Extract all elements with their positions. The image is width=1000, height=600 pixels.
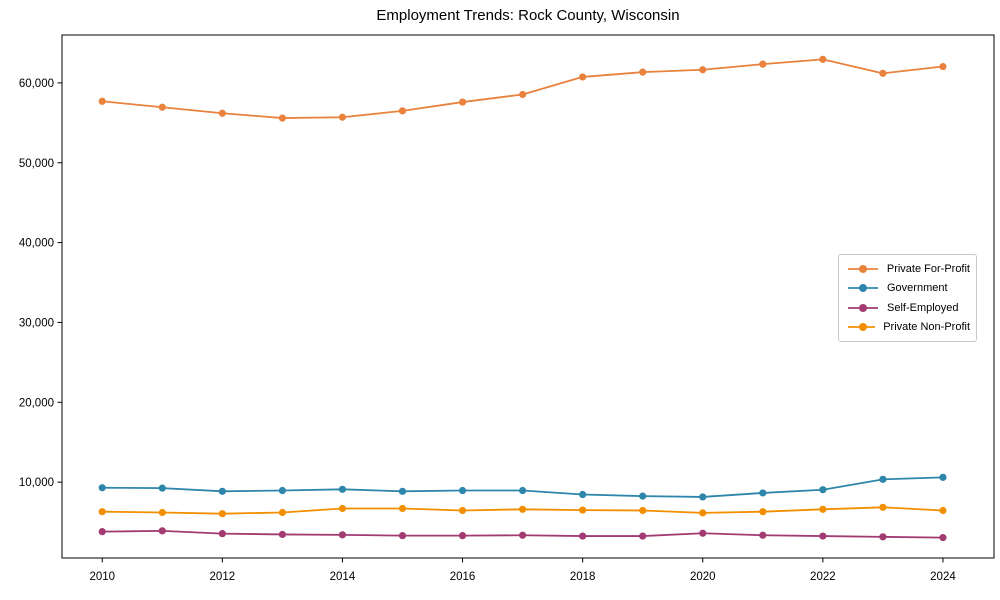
data-point xyxy=(819,505,827,513)
y-tick-label: 50,000 xyxy=(19,158,54,170)
data-point xyxy=(458,98,467,106)
y-tick-label: 40,000 xyxy=(19,238,54,250)
x-tick-label: 2022 xyxy=(810,571,836,583)
legend-label: Government xyxy=(887,282,948,295)
y-tick-label: 60,000 xyxy=(19,78,54,90)
data-point xyxy=(939,473,947,481)
legend-marker-icon xyxy=(848,264,878,273)
legend-item-private-for-profit: Private For-Profit xyxy=(847,259,970,279)
x-tick-label: 2010 xyxy=(89,571,115,583)
data-point xyxy=(98,528,106,536)
data-point xyxy=(579,490,587,499)
legend-label: Private Non-Profit xyxy=(883,321,970,334)
data-point xyxy=(819,486,827,494)
legend-item-private-non-profit: Private Non-Profit xyxy=(847,318,970,338)
data-point xyxy=(639,506,647,515)
data-point xyxy=(639,532,647,540)
x-tick-label: 2018 xyxy=(570,571,596,583)
y-tick-label: 10,000 xyxy=(19,477,54,489)
data-point xyxy=(879,69,887,77)
data-point xyxy=(158,484,166,492)
data-point xyxy=(699,66,707,74)
data-point xyxy=(398,504,407,513)
data-point xyxy=(939,534,947,542)
legend: Private For-Profit Government Self-Employe… xyxy=(838,254,977,342)
data-point xyxy=(699,509,707,517)
data-point xyxy=(398,487,407,495)
data-point xyxy=(939,506,947,515)
data-point xyxy=(278,114,286,122)
data-point xyxy=(759,489,767,497)
data-point xyxy=(218,510,226,518)
legend-label: Private For-Profit xyxy=(886,262,970,275)
legend-marker-icon xyxy=(848,323,876,332)
axes-frame xyxy=(61,34,995,559)
data-point xyxy=(98,484,106,492)
data-point xyxy=(518,486,527,495)
x-tick-label: 2020 xyxy=(690,571,716,583)
data-point xyxy=(699,493,707,501)
data-point xyxy=(639,492,647,500)
x-tick-label: 2014 xyxy=(330,571,356,583)
legend-item-government: Government xyxy=(847,279,970,299)
data-point xyxy=(278,508,286,517)
data-point xyxy=(218,487,226,495)
data-point xyxy=(458,532,467,540)
data-point xyxy=(579,73,587,81)
series-line-private-for-profit xyxy=(102,58,944,119)
data-point xyxy=(759,508,767,516)
data-point xyxy=(398,532,407,540)
data-point xyxy=(98,508,106,516)
x-tick-label: 2012 xyxy=(210,571,236,583)
data-point xyxy=(518,531,527,539)
data-point xyxy=(278,486,286,495)
data-point xyxy=(338,485,347,493)
data-point xyxy=(98,97,106,105)
y-tick-label: 20,000 xyxy=(19,397,54,409)
data-point xyxy=(158,527,166,535)
data-point xyxy=(879,533,887,541)
data-point xyxy=(759,60,767,68)
legend-marker-icon xyxy=(848,284,878,293)
data-point xyxy=(639,68,647,76)
chart-title: Employment Trends: Rock County, Wisconsi… xyxy=(376,7,680,24)
data-point xyxy=(278,530,286,539)
data-point xyxy=(338,113,347,121)
data-point xyxy=(939,62,947,71)
y-tick-label: 30,000 xyxy=(19,317,54,329)
data-point xyxy=(338,531,347,539)
legend-label: Self-Employed xyxy=(887,301,959,314)
data-point xyxy=(218,109,226,117)
data-point xyxy=(518,90,527,99)
data-point xyxy=(699,529,707,537)
data-point xyxy=(158,103,166,111)
data-point xyxy=(458,506,467,515)
data-point xyxy=(398,107,407,115)
legend-marker-icon xyxy=(848,303,878,312)
data-point xyxy=(579,532,587,540)
data-point xyxy=(458,486,467,495)
x-tick-label: 2016 xyxy=(450,571,476,583)
data-point xyxy=(819,532,827,540)
data-point xyxy=(759,531,767,539)
data-point xyxy=(518,505,527,513)
data-point xyxy=(879,503,887,511)
data-point xyxy=(819,55,827,63)
data-point xyxy=(579,506,587,514)
data-point xyxy=(338,504,347,513)
data-point xyxy=(218,530,226,538)
data-point xyxy=(158,508,166,517)
x-tick-label: 2024 xyxy=(930,571,956,583)
data-point xyxy=(879,475,887,483)
legend-item-self-employed: Self-Employed xyxy=(847,298,970,318)
